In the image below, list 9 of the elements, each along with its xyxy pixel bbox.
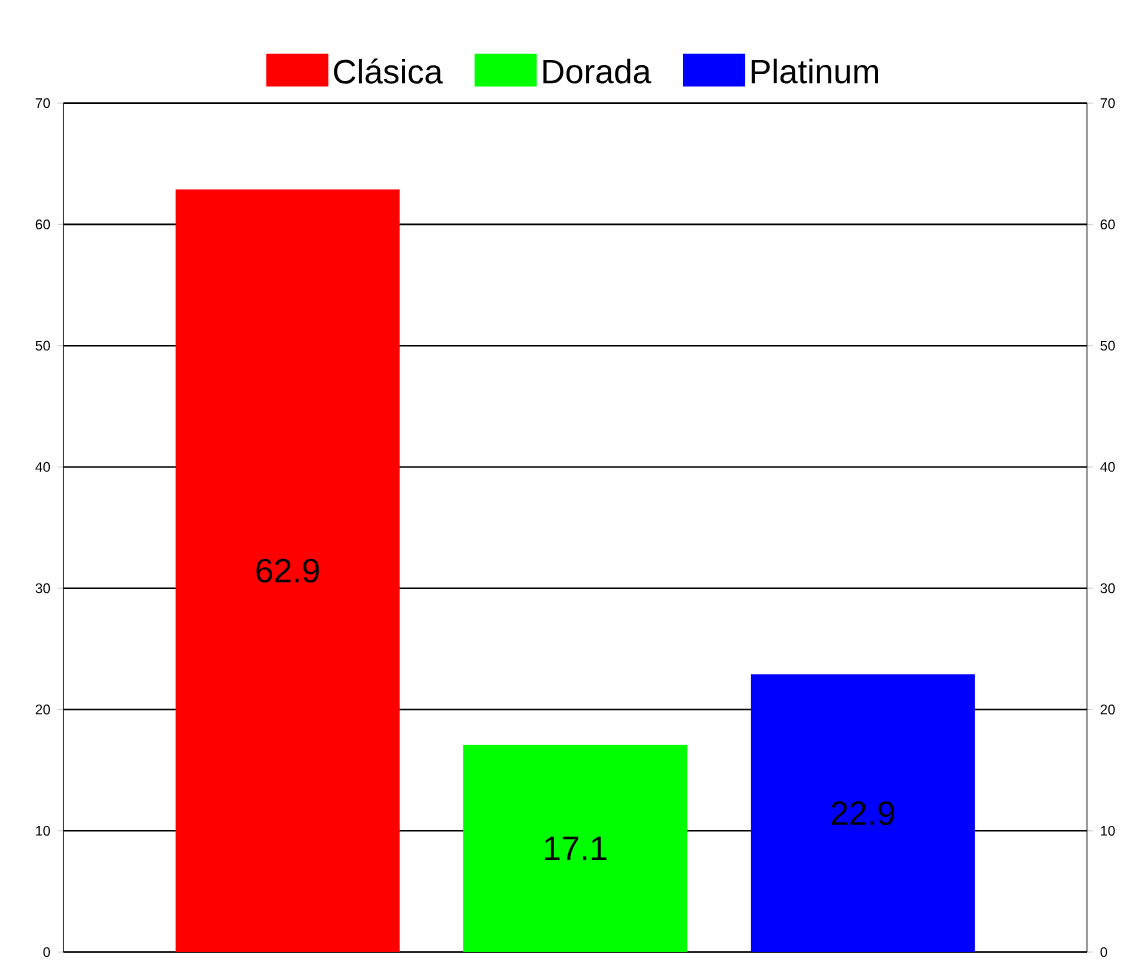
- legend-label: Dorada: [543, 58, 652, 84]
- bar: [463, 744, 688, 953]
- legend-label: Clásica: [334, 58, 443, 84]
- legend-label: Platinum: [751, 58, 878, 84]
- data-label: 22.9: [831, 801, 895, 826]
- data-label: 17.1: [545, 836, 607, 860]
- data-label: 62.9: [256, 558, 319, 583]
- bar: [175, 189, 400, 953]
- bar: [750, 674, 975, 953]
